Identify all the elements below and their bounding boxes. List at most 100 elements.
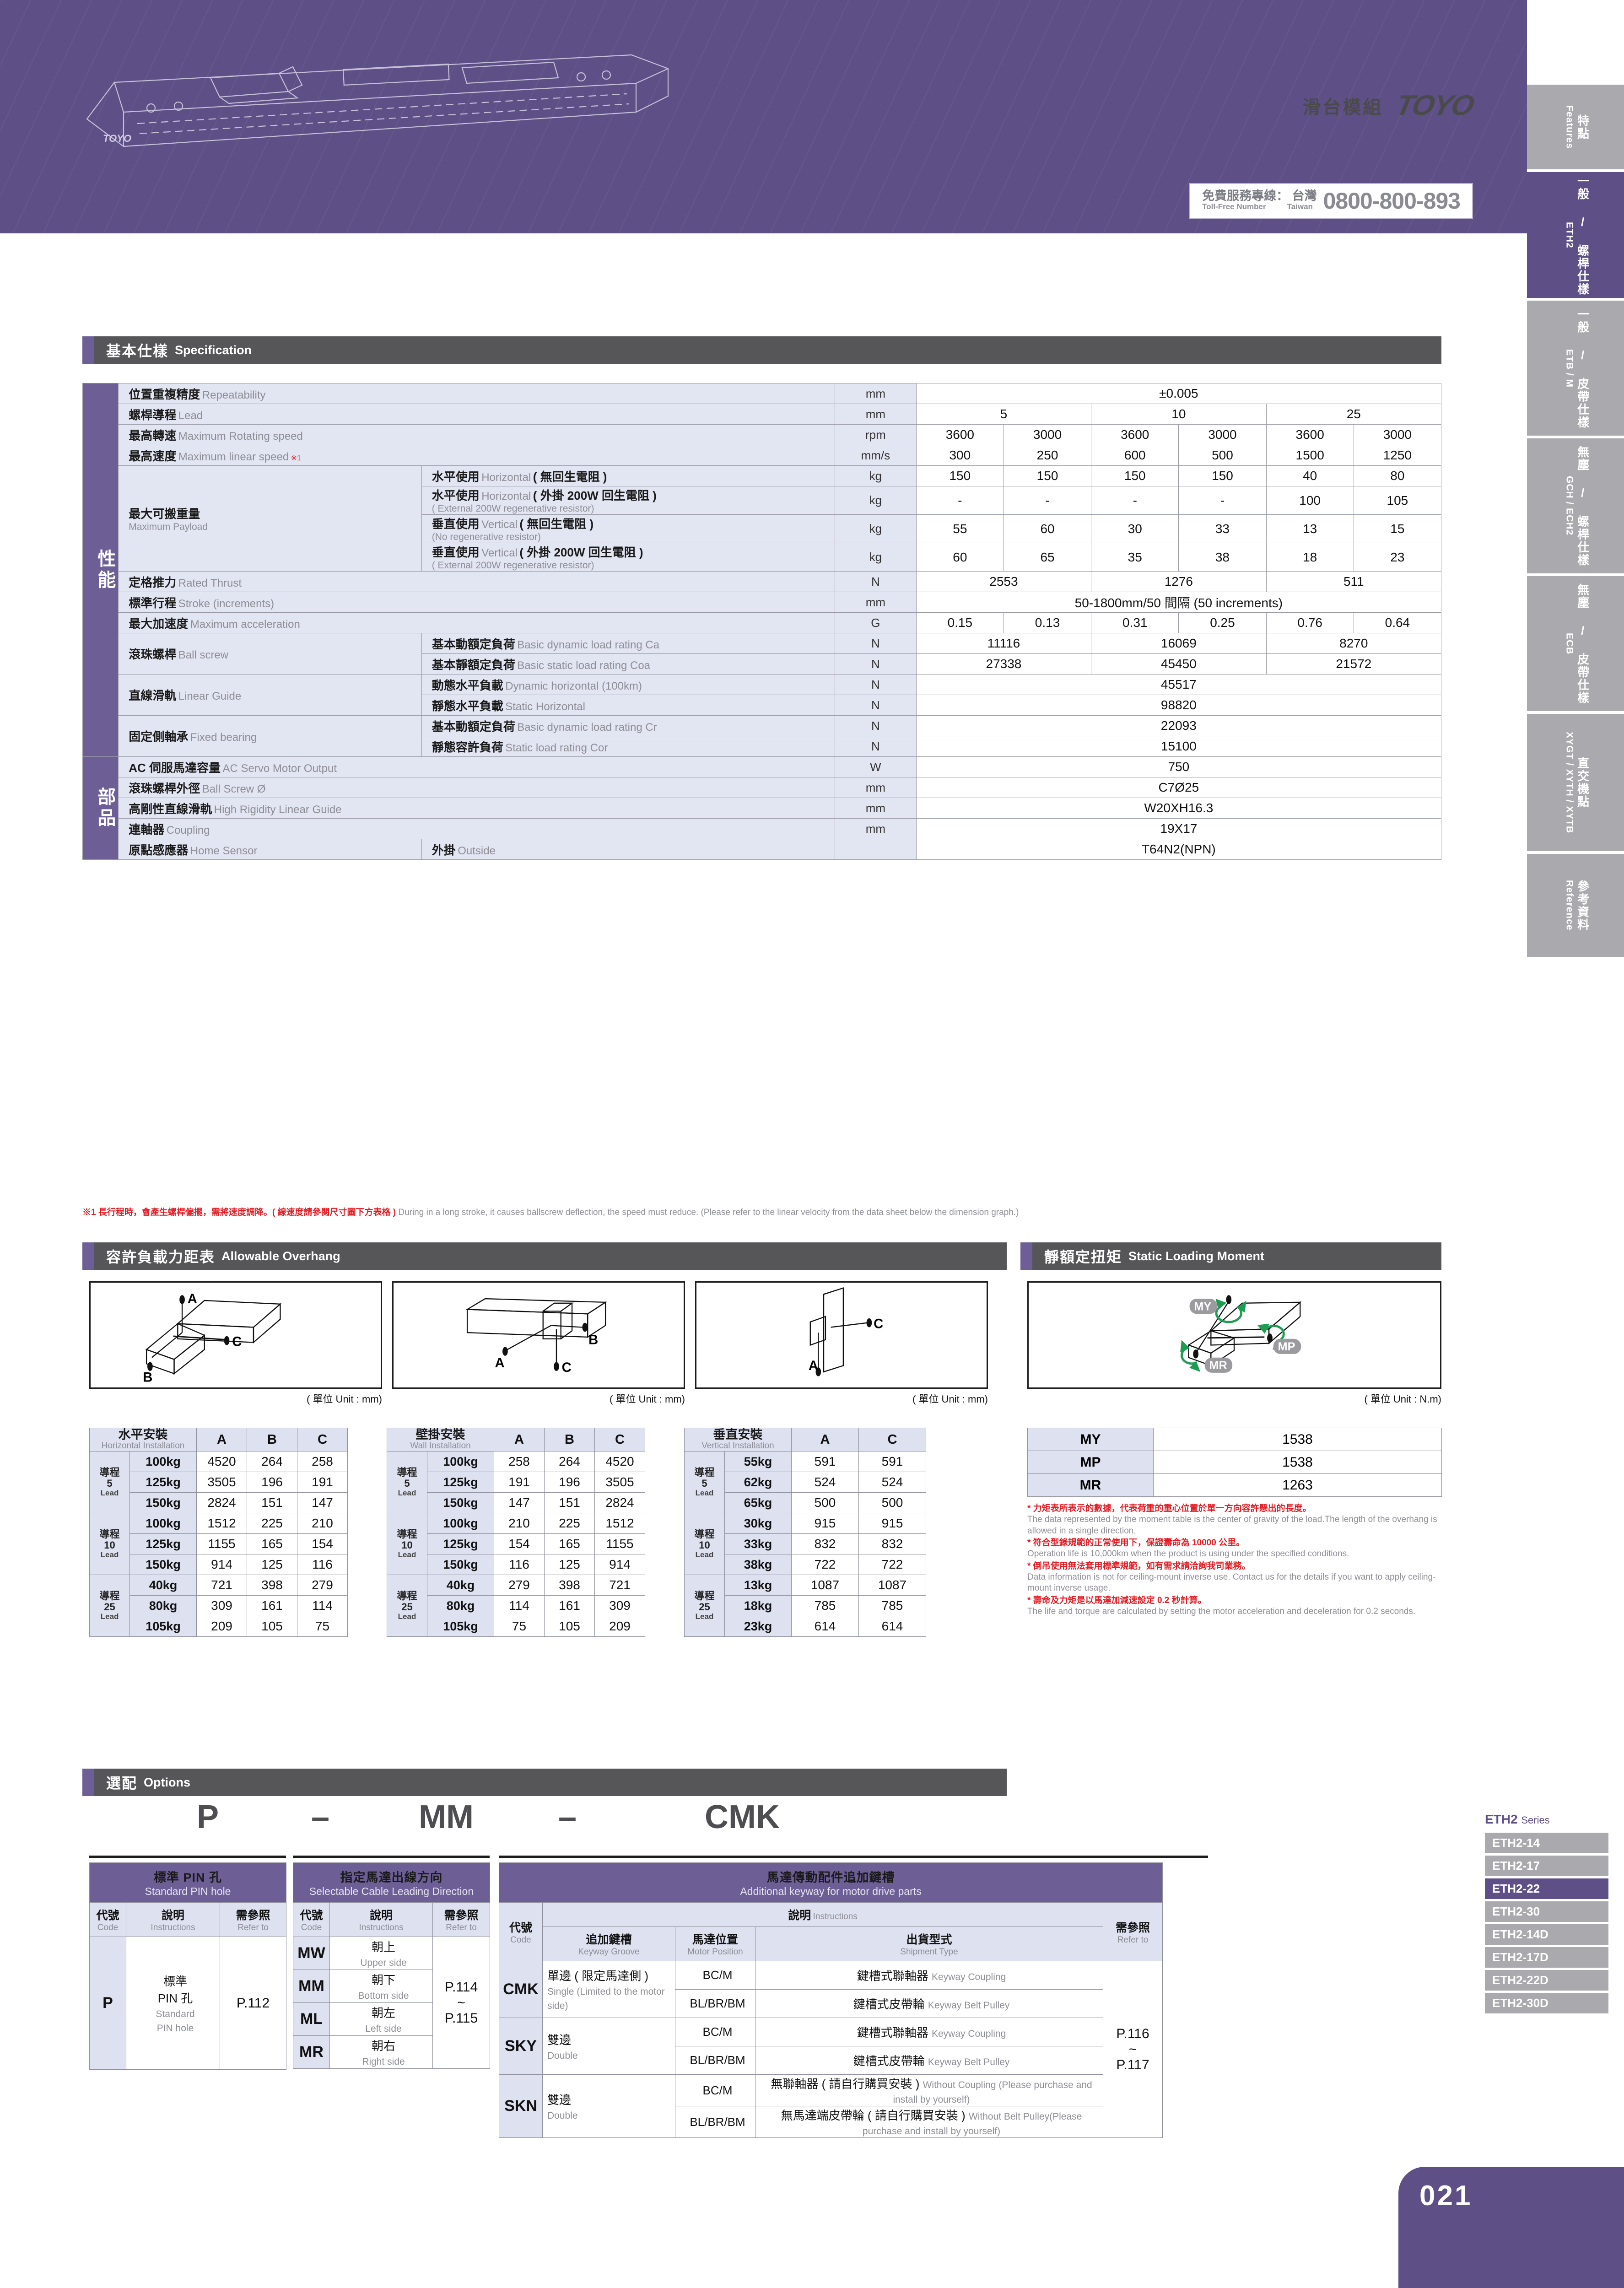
overhang-value: 125 <box>544 1554 595 1576</box>
spec-label: 連軸器 Coupling <box>118 818 836 840</box>
model-list[interactable]: ETH2-14 ETH2-17 ETH2-22 ETH2-30 ETH2-14D ETH2… <box>1485 1833 1608 2016</box>
svg-text:A: A <box>809 1359 818 1373</box>
overhang-value: 116 <box>297 1554 348 1576</box>
overhang-lead-group: 導程 25 Lead <box>387 1575 427 1637</box>
overhang-lead-group: 導程 25 Lead <box>684 1575 725 1637</box>
overhang-table-wall: 壁掛安裝 Wall Installation A B C 導程 5 Lead 100kg 258 2… <box>387 1427 645 1637</box>
options-table-pin: 標準 PIN 孔 Standard PIN hole 代號 Code 說明 Instruc… <box>89 1862 286 2070</box>
overhang-value: 151 <box>247 1492 297 1514</box>
overhang-value: 1155 <box>196 1533 247 1555</box>
overhang-diagram-row: A B C ( 單位 Unit : mm) <box>89 1281 988 1406</box>
model-list-item-eth2-14d[interactable]: ETH2-14D <box>1485 1924 1608 1945</box>
spec-label-cn: 滾珠螺桿外徑 <box>129 781 200 795</box>
side-tab-nav[interactable]: Features 特點 ETH2 一般 / 螺桿仕樣 ETB / M 一般 / 皮帶仕樣 G… <box>1527 85 1624 960</box>
spec-value: 0.25 <box>1178 612 1267 634</box>
model-list-item-eth2-30d[interactable]: ETH2-30D <box>1485 1993 1608 2013</box>
overhang-value: 614 <box>858 1616 926 1637</box>
overhang-value: 3505 <box>196 1472 247 1493</box>
table-row: MM 朝下 Bottom side <box>293 1970 490 2003</box>
series-name: ETH2 <box>1485 1812 1518 1826</box>
static-moment-diagram: MY MP MR <box>1027 1281 1441 1389</box>
overhang-title: 水平安裝 Horizontal Installation <box>89 1427 197 1452</box>
spec-label: 垂直使用 Vertical ( 外掛 200W 回生電阻 )( External… <box>421 543 836 572</box>
overhang-value: 125 <box>247 1554 297 1576</box>
side-tab-cn: 參考資料 <box>1575 880 1590 931</box>
side-tab-reference[interactable]: Reference 參考資料 <box>1527 854 1624 957</box>
spec-value: 750 <box>916 756 1442 778</box>
moment-label-my: MY <box>1194 1300 1211 1313</box>
spec-value: 250 <box>1003 445 1092 466</box>
model-list-item-eth2-14[interactable]: ETH2-14 <box>1485 1833 1608 1853</box>
spec-label-cn: 基本靜額定負荷 <box>432 658 515 672</box>
product-label: 滑台模組 <box>1302 97 1383 118</box>
table-row: 導程 25 Lead 13kg 1087 1087 <box>684 1575 926 1637</box>
option-code: P <box>89 1937 126 2070</box>
side-tab-ecb[interactable]: ECB 無塵 / 皮帶仕樣 <box>1527 576 1624 711</box>
spec-value: 98820 <box>916 695 1442 716</box>
spec-value: - <box>916 486 1004 515</box>
overhang-load: 55kg <box>724 1451 792 1473</box>
spec-value: 40 <box>1266 465 1354 486</box>
overhang-value: 147 <box>494 1492 545 1514</box>
side-tab-eth2[interactable]: ETH2 一般 / 螺桿仕樣 <box>1527 172 1624 298</box>
moment-note-en: The life and torque are calculated by se… <box>1027 1606 1416 1616</box>
table-row: MR 1263 <box>1027 1473 1442 1497</box>
spec-label-en: Rated Thrust <box>178 577 242 589</box>
spec-label: 基本靜額定負荷 Basic static load rating Coa <box>421 653 836 675</box>
model-list-item-eth2-22d[interactable]: ETH2-22D <box>1485 1970 1608 1991</box>
linearguide-group-label: 直線滑軌 Linear Guide <box>118 674 422 716</box>
overhang-load: 125kg <box>129 1472 197 1493</box>
overhang-table-horizontal: 水平安裝 Horizontal Installation A B C 導程 5 Lead 100… <box>89 1427 348 1637</box>
model-list-item-eth2-30[interactable]: ETH2-30 <box>1485 1901 1608 1922</box>
spec-value: 150 <box>1091 465 1179 486</box>
overhang-value: 105 <box>544 1616 595 1637</box>
spec-label-cn: 位置重複精度 <box>129 387 200 401</box>
option-code-token-0: P <box>197 1799 219 1835</box>
moment-label-mp: MP <box>1278 1340 1295 1353</box>
table-row: 垂直使用 Vertical ( 外掛 200W 回生電阻 )( External… <box>83 543 1442 572</box>
section-header-overhang: 容許負載力距表 Allowable Overhang <box>82 1242 1007 1270</box>
table-row: 連軸器 Coupling mm 19X17 <box>83 818 1442 840</box>
unit-caption-mm-3: ( 單位 Unit : mm) <box>912 1393 988 1405</box>
overhang-value: 165 <box>544 1533 595 1555</box>
table-header-row: 水平安裝 Horizontal Installation A B C <box>89 1427 348 1452</box>
table-row: 33kg 832 832 <box>685 1533 926 1555</box>
overhang-value: 191 <box>297 1472 348 1493</box>
table-row: 導程 10 Lead 100kg 1512 225 210 <box>89 1513 348 1576</box>
spec-value: 3000 <box>1003 424 1092 445</box>
spec-label-en: Maximum Rotating speed <box>178 430 303 442</box>
option-instruction: 朝下 Bottom side <box>329 1970 433 2003</box>
spec-label: 靜態容許負荷 Static load rating Cor <box>421 736 836 757</box>
overhang-value: 591 <box>791 1451 859 1473</box>
side-tab-features[interactable]: Features 特點 <box>1527 85 1624 169</box>
spec-value: 0.64 <box>1353 612 1442 634</box>
option-instruction: 標準 PIN 孔 Standard PIN hole <box>126 1937 220 2070</box>
side-tab-cn: 無塵 / 皮帶仕樣 <box>1575 583 1590 704</box>
side-tab-gch-ech2[interactable]: GCH / ECH2 無塵 / 螺桿仕樣 <box>1527 438 1624 573</box>
model-list-item-eth2-17d[interactable]: ETH2-17D <box>1485 1947 1608 1968</box>
spec-label-en: Dynamic horizontal (100km) <box>505 680 642 692</box>
side-tab-en: XYGT / XYTH / XYTB <box>1564 731 1575 834</box>
overhang-value: 75 <box>494 1616 545 1637</box>
spec-value: 2553 <box>916 571 1092 593</box>
table-row: 性能 位置重複精度 Repeatability mm ±0.005 <box>82 383 1442 757</box>
overhang-value: 785 <box>858 1595 926 1617</box>
spec-unit: kg <box>835 465 917 486</box>
side-tab-etb-m[interactable]: ETB / M 一般 / 皮帶仕樣 <box>1527 301 1624 436</box>
specification-table: 性能 位置重複精度 Repeatability mm ±0.005 螺桿導程 Lead m… <box>82 383 1442 860</box>
spec-label-cn: AC 伺服馬達容量 <box>129 761 221 775</box>
page-number: 021 <box>1398 2167 1624 2288</box>
model-list-item-eth2-22[interactable]: ETH2-22 <box>1485 1878 1608 1899</box>
spec-value: W20XH16.3 <box>916 798 1442 819</box>
side-tab-xygt-xyth-xytb[interactable]: XYGT / XYTH / XYTB 直交機點 <box>1527 714 1624 851</box>
option-col-header: 說明 Instructions <box>126 1902 220 1937</box>
spec-value: 19X17 <box>916 818 1442 840</box>
model-list-item-eth2-17[interactable]: ETH2-17 <box>1485 1856 1608 1876</box>
overhang-value: 721 <box>196 1575 247 1596</box>
spec-value: 16069 <box>1091 633 1267 654</box>
table-row: MY 1538 <box>1027 1428 1442 1451</box>
option-col-header-instructions: 說明 Instructions <box>542 1902 1103 1927</box>
spec-value: 22093 <box>916 715 1442 737</box>
spec-label: 垂直使用 Vertical ( 無回生電阻 ) (No regenerative … <box>421 514 836 544</box>
